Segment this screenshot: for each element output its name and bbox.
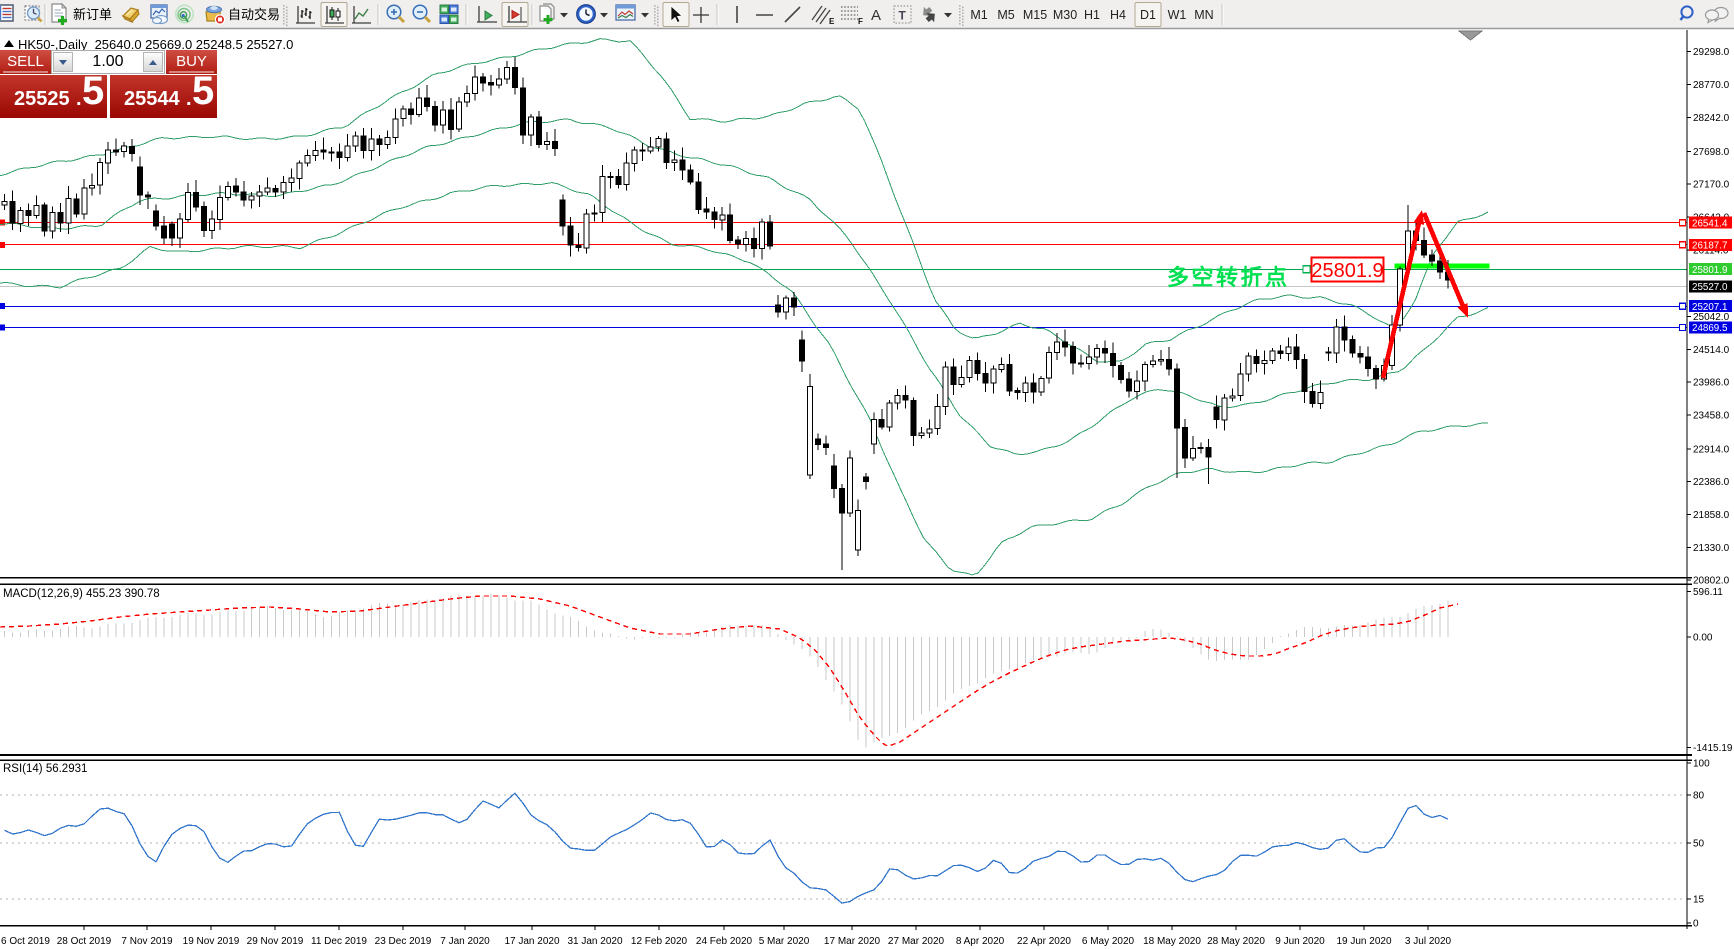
- svg-text:23 Dec 2019: 23 Dec 2019: [375, 936, 432, 947]
- svg-text:22914.0: 22914.0: [1693, 444, 1730, 455]
- svg-text:M30: M30: [1053, 8, 1077, 22]
- svg-text:22 Apr 2020: 22 Apr 2020: [1017, 936, 1071, 947]
- svg-text:26541.4: 26541.4: [1692, 218, 1728, 229]
- svg-text:6 Oct 2019: 6 Oct 2019: [1, 936, 50, 947]
- svg-text:29 Nov 2019: 29 Nov 2019: [247, 936, 304, 947]
- svg-text:80: 80: [1693, 791, 1705, 802]
- svg-text:27170.0: 27170.0: [1693, 180, 1730, 191]
- svg-text:23458.0: 23458.0: [1693, 411, 1730, 422]
- svg-text:25207.1: 25207.1: [1692, 302, 1727, 313]
- svg-text:20802.0: 20802.0: [1693, 576, 1730, 587]
- svg-text:H1: H1: [1084, 8, 1100, 22]
- svg-text:A: A: [871, 7, 881, 24]
- svg-text:28242.0: 28242.0: [1693, 113, 1730, 124]
- svg-text:21858.0: 21858.0: [1693, 510, 1730, 521]
- svg-text:19 Nov 2019: 19 Nov 2019: [183, 936, 240, 947]
- svg-text:D1: D1: [1140, 8, 1156, 22]
- svg-text:24 Feb 2020: 24 Feb 2020: [696, 936, 753, 947]
- svg-text:17 Mar 2020: 17 Mar 2020: [824, 936, 881, 947]
- svg-text:自动交易: 自动交易: [228, 7, 280, 22]
- svg-text:新订单: 新订单: [73, 7, 112, 22]
- svg-text:18 May 2020: 18 May 2020: [1143, 936, 1201, 947]
- svg-text:22386.0: 22386.0: [1693, 477, 1730, 488]
- svg-text:15: 15: [1693, 895, 1705, 906]
- svg-text:24514.0: 24514.0: [1693, 345, 1730, 356]
- svg-text:31 Jan 2020: 31 Jan 2020: [567, 936, 622, 947]
- svg-text:W1: W1: [1168, 8, 1187, 22]
- svg-text:25801.9: 25801.9: [1692, 265, 1727, 276]
- svg-text:596.11: 596.11: [1693, 587, 1723, 598]
- svg-text:50: 50: [1693, 839, 1705, 850]
- svg-text:M15: M15: [1023, 8, 1047, 22]
- svg-text:7 Nov 2019: 7 Nov 2019: [121, 936, 173, 947]
- svg-text:T: T: [899, 9, 907, 23]
- svg-text:19 Jun 2020: 19 Jun 2020: [1336, 936, 1391, 947]
- svg-text:M1: M1: [970, 8, 987, 22]
- svg-text:5 Mar 2020: 5 Mar 2020: [759, 936, 810, 947]
- svg-text:F: F: [858, 17, 863, 26]
- svg-text:25042.0: 25042.0: [1693, 312, 1730, 323]
- svg-text:12 Feb 2020: 12 Feb 2020: [631, 936, 688, 947]
- svg-text:11 Dec 2019: 11 Dec 2019: [311, 936, 367, 947]
- svg-text:MN: MN: [1194, 8, 1213, 22]
- svg-text:25527.0: 25527.0: [1692, 282, 1728, 293]
- svg-text:RSI(14) 56.2931: RSI(14) 56.2931: [3, 763, 87, 775]
- svg-text:25801.9: 25801.9: [1311, 260, 1383, 282]
- svg-text:24869.5: 24869.5: [1692, 323, 1728, 334]
- svg-text:27 Mar 2020: 27 Mar 2020: [888, 936, 945, 947]
- svg-text:E: E: [829, 17, 835, 26]
- svg-text:27698.0: 27698.0: [1693, 147, 1730, 158]
- svg-text:100: 100: [1693, 759, 1710, 770]
- svg-text:0: 0: [1693, 919, 1699, 930]
- svg-text:26187.7: 26187.7: [1692, 241, 1727, 252]
- svg-text:多空转折点: 多空转折点: [1167, 265, 1290, 290]
- svg-text:-1415.19: -1415.19: [1693, 743, 1733, 754]
- svg-text:9 Jun 2020: 9 Jun 2020: [1275, 936, 1325, 947]
- svg-text:29298.0: 29298.0: [1693, 47, 1730, 58]
- svg-text:23986.0: 23986.0: [1693, 378, 1730, 389]
- svg-text:28 May 2020: 28 May 2020: [1207, 936, 1265, 947]
- svg-text:MACD(12,26,9) 455.23 390.78: MACD(12,26,9) 455.23 390.78: [3, 588, 160, 600]
- svg-text:7 Jan 2020: 7 Jan 2020: [440, 936, 490, 947]
- svg-text:21330.0: 21330.0: [1693, 543, 1730, 554]
- svg-text:28770.0: 28770.0: [1693, 80, 1730, 91]
- svg-text:0.00: 0.00: [1693, 633, 1713, 644]
- svg-text:28 Oct 2019: 28 Oct 2019: [57, 936, 112, 947]
- svg-text:8 Apr 2020: 8 Apr 2020: [956, 936, 1005, 947]
- svg-text:M5: M5: [997, 8, 1014, 22]
- svg-text:3 Jul 2020: 3 Jul 2020: [1405, 936, 1452, 947]
- svg-text:17 Jan 2020: 17 Jan 2020: [504, 936, 559, 947]
- svg-text:6 May 2020: 6 May 2020: [1082, 936, 1135, 947]
- svg-text:H4: H4: [1110, 8, 1126, 22]
